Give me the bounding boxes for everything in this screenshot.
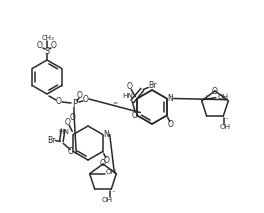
Text: N: N [167,94,173,103]
Text: O: O [77,91,83,99]
Text: OH: OH [102,197,113,203]
Text: C: C [68,147,73,156]
Text: CH₃: CH₃ [42,35,54,41]
Text: O: O [168,120,174,129]
Text: O: O [104,156,110,165]
Text: OH: OH [218,94,229,100]
Text: O: O [51,42,57,50]
Text: O: O [100,160,106,168]
Text: OH: OH [106,169,117,175]
Text: ··: ·· [204,93,209,99]
Text: O: O [83,95,89,104]
Text: HN: HN [58,128,69,134]
Text: ··: ·· [169,93,174,102]
Text: Br: Br [47,136,55,145]
Text: O: O [37,42,43,50]
Text: ··: ·· [111,189,115,195]
Text: =: = [112,102,117,107]
Text: C: C [132,111,137,120]
Text: O: O [126,82,132,91]
Text: O: O [64,118,70,127]
Text: O: O [212,86,218,95]
Text: P: P [72,99,78,108]
Text: O: O [70,112,76,121]
Text: N: N [103,130,109,139]
Text: HN: HN [122,92,133,98]
Text: Br: Br [148,81,157,90]
Text: O: O [56,98,62,106]
Text: OH: OH [220,124,231,130]
Text: ··: ·· [92,167,97,173]
Text: ··: ·· [224,116,228,122]
Text: ··: ·· [105,129,110,138]
Text: S: S [44,46,50,56]
